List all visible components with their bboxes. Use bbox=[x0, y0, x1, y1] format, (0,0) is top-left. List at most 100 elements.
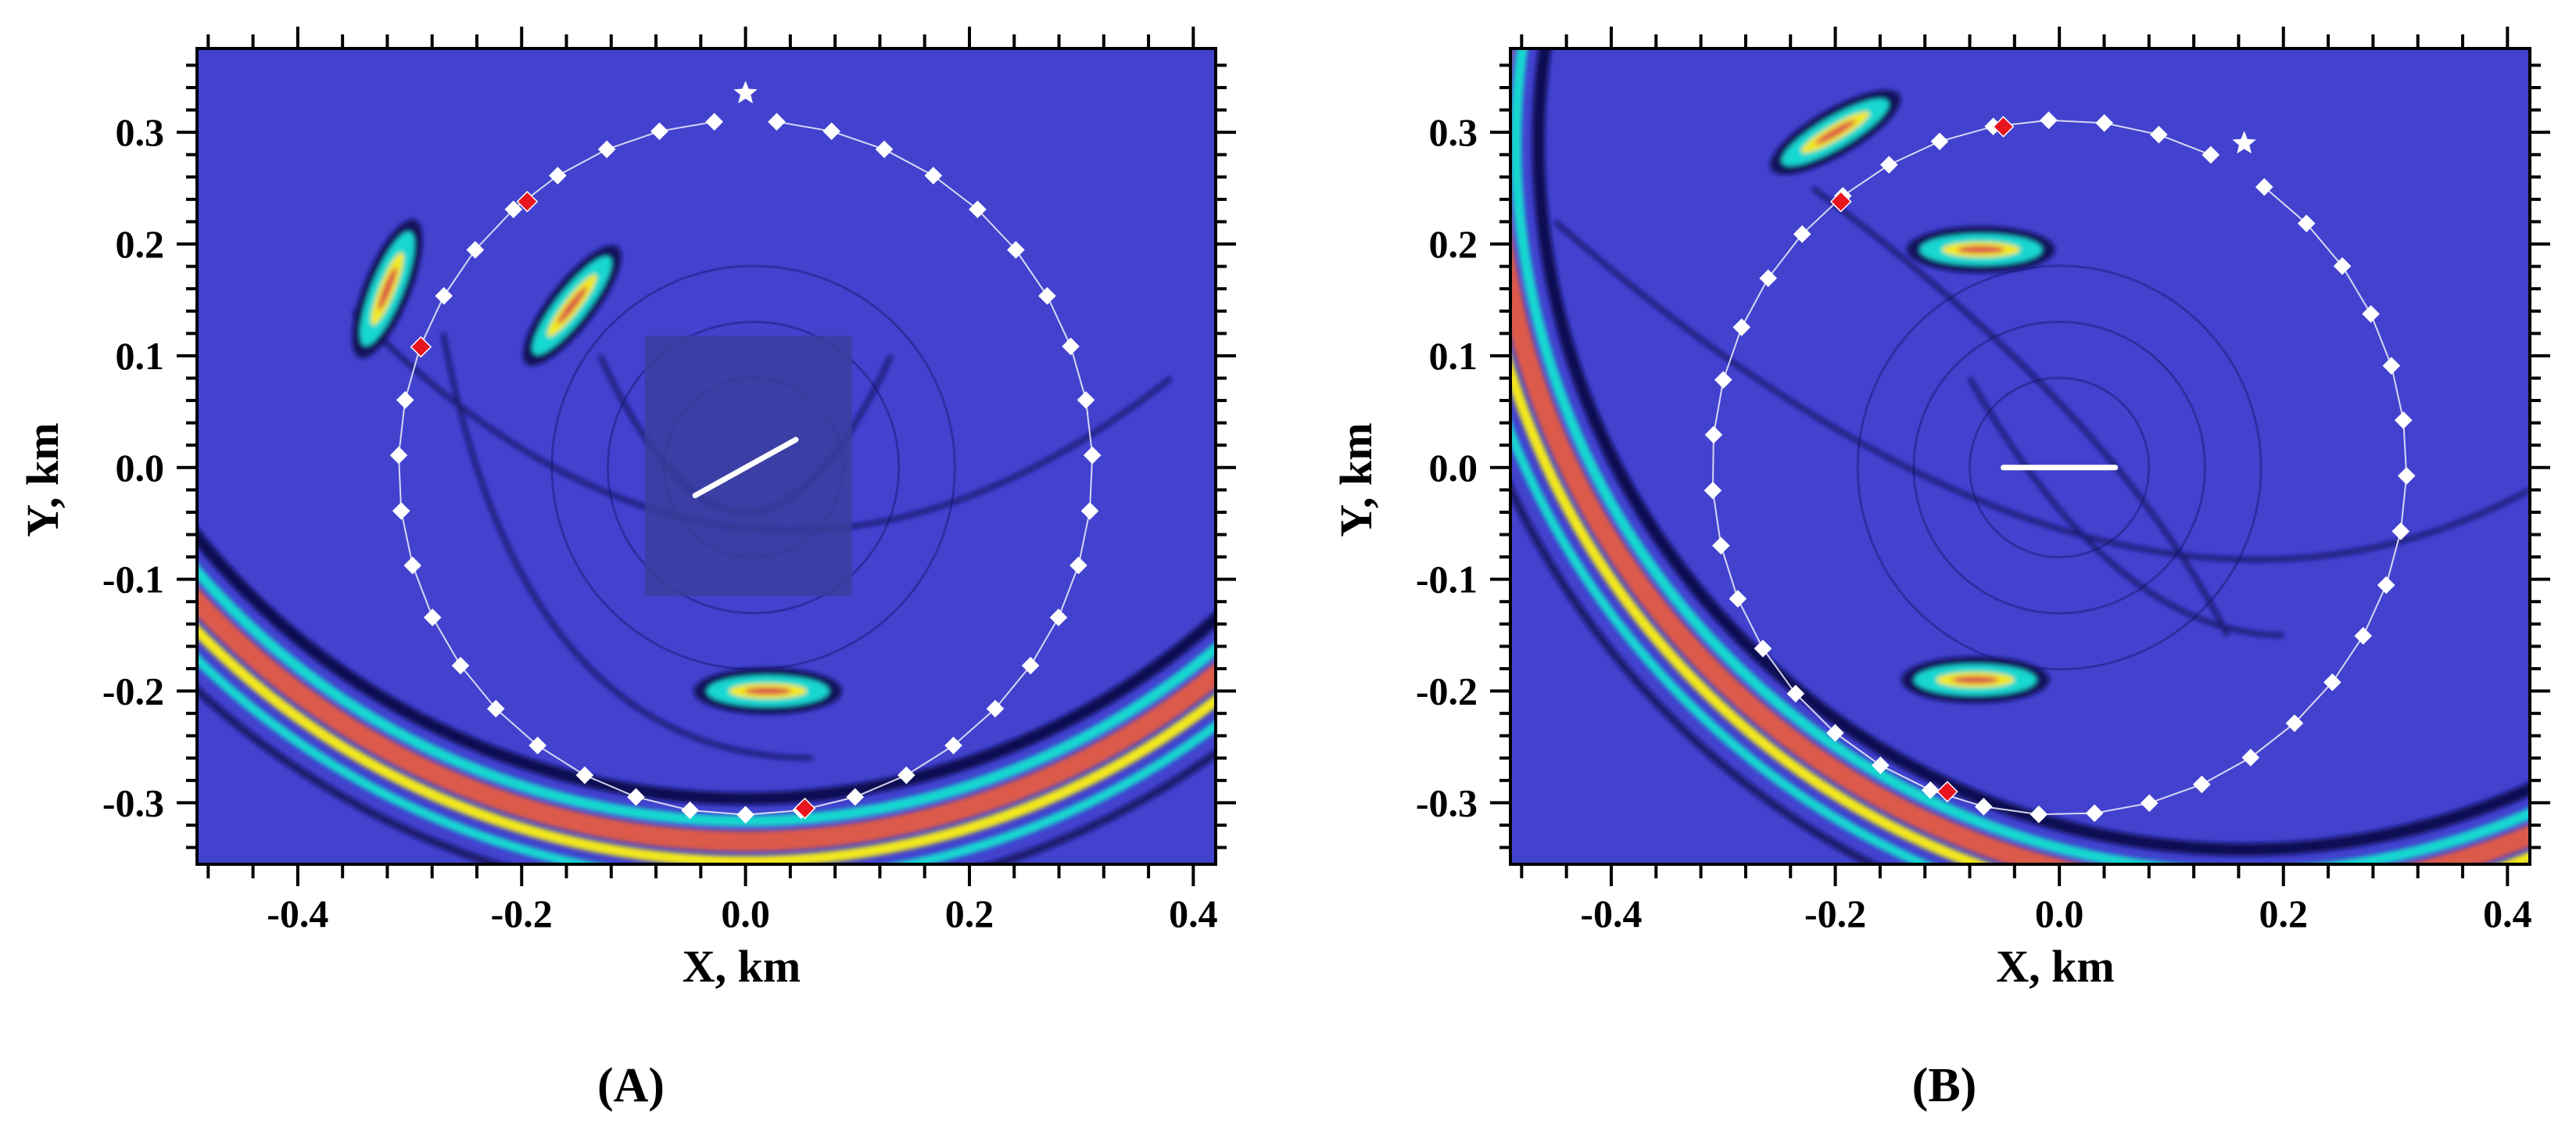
receiver-marker bbox=[1759, 269, 1778, 288]
y-tick-label: 0.3 bbox=[116, 110, 165, 154]
y-tick-label: -0.2 bbox=[1416, 670, 1478, 713]
reflected-arc bbox=[441, 332, 813, 761]
ripple-ring bbox=[1856, 264, 2263, 671]
receiver-marker-red bbox=[410, 336, 432, 358]
packet-center bbox=[744, 687, 792, 695]
x-tick-label: 0.4 bbox=[2483, 892, 2532, 935]
reflected-arc bbox=[1967, 377, 2284, 638]
receiver-marker bbox=[681, 801, 699, 820]
reflected-arc bbox=[1811, 186, 2230, 637]
ripple-ring bbox=[1912, 321, 2206, 615]
receiver-ring bbox=[1704, 111, 2416, 824]
receiver-marker bbox=[1080, 501, 1099, 520]
plot-frame bbox=[1509, 47, 2531, 866]
wavefront-band bbox=[197, 623, 1216, 864]
x-tick-label: 0.2 bbox=[945, 892, 994, 935]
plot-area bbox=[197, 81, 1216, 864]
receiver-marker bbox=[1704, 425, 1723, 444]
receiver-marker bbox=[403, 556, 422, 575]
packet-center bbox=[1815, 120, 1856, 145]
panel-b: -0.4 -0.2 0.0 0.2 0.4 -0.3 -0.2 -0.1 0.0 0.1 0.2 0.… bbox=[1331, 27, 2550, 1112]
wavefront-band bbox=[1532, 48, 2530, 856]
y-tick-label: 0.0 bbox=[1429, 446, 1478, 490]
receiver-marker bbox=[528, 736, 546, 755]
y-tick-label: 0.1 bbox=[116, 334, 165, 378]
interior-ripples bbox=[1856, 264, 2263, 671]
y-tick-label: -0.3 bbox=[1416, 781, 1478, 824]
receiver-marker bbox=[2323, 673, 2341, 691]
y-tick-label: 0.0 bbox=[116, 446, 165, 490]
source-star bbox=[2232, 131, 2256, 154]
receiver-marker bbox=[944, 736, 962, 755]
receiver-marker bbox=[2394, 411, 2413, 429]
wavefront-band bbox=[197, 586, 1216, 852]
receiver-marker bbox=[1083, 446, 1102, 465]
receiver-marker bbox=[2150, 125, 2168, 144]
receiver-marker bbox=[1021, 656, 1040, 675]
ripple-ring bbox=[606, 321, 901, 615]
y-tick-label: 0.2 bbox=[1429, 222, 1478, 266]
y-axis-label: Y, km bbox=[1331, 422, 1381, 537]
direct-wavefront bbox=[1510, 48, 2530, 864]
receiver-marker-red bbox=[794, 797, 816, 820]
wavefront-band bbox=[197, 526, 1216, 805]
receiver-marker bbox=[1062, 337, 1080, 356]
receiver-marker bbox=[2241, 748, 2260, 766]
receiver-marker bbox=[2255, 178, 2273, 196]
receiver-marker bbox=[1711, 537, 1730, 555]
receiver-marker bbox=[2297, 214, 2316, 232]
receiver-marker bbox=[2391, 522, 2410, 540]
y-tick-label: 0.1 bbox=[1429, 334, 1478, 378]
receiver-marker bbox=[2354, 626, 2373, 645]
receiver-marker bbox=[2333, 257, 2352, 275]
receiver-marker bbox=[969, 200, 987, 219]
receiver-marker bbox=[736, 806, 754, 824]
receiver-marker bbox=[575, 766, 594, 784]
receiver-marker bbox=[451, 656, 470, 675]
y-tick-label: -0.2 bbox=[102, 670, 164, 713]
x-axis-label: X, km bbox=[683, 941, 801, 992]
plot-frame bbox=[195, 47, 1217, 866]
tick-marks bbox=[177, 27, 1236, 886]
receiver-marker bbox=[2382, 357, 2401, 375]
receiver-marker bbox=[435, 287, 453, 305]
x-tick-label: 0.4 bbox=[1169, 892, 1218, 935]
source-star bbox=[733, 81, 758, 104]
packet-center bbox=[1957, 246, 2005, 254]
packet-center bbox=[378, 267, 397, 311]
receiver-marker-red bbox=[516, 190, 539, 213]
receiver-marker bbox=[466, 241, 485, 259]
x-axis-label: X, km bbox=[1996, 941, 2114, 992]
tick-marks bbox=[1490, 27, 2550, 886]
receiver-marker bbox=[1007, 241, 1025, 259]
receiver-marker bbox=[2202, 145, 2220, 164]
panel-label: (A) bbox=[597, 1059, 665, 1112]
scattered-packet bbox=[522, 245, 622, 366]
receiver-marker bbox=[1974, 798, 1993, 816]
scattered-packet bbox=[1906, 226, 2055, 274]
receiver-marker bbox=[2377, 576, 2395, 594]
receiver-marker bbox=[1793, 224, 1811, 243]
x-tick-label: 0.2 bbox=[2259, 892, 2308, 935]
receiver-marker bbox=[2030, 805, 2048, 824]
receiver-marker bbox=[1826, 723, 1844, 742]
receiver-marker bbox=[2085, 804, 2104, 823]
receiver-marker bbox=[1714, 371, 1732, 389]
receiver-marker bbox=[1077, 391, 1095, 409]
receiver-marker bbox=[486, 699, 505, 718]
receiver-marker bbox=[2193, 775, 2211, 794]
x-tick-label: -0.2 bbox=[491, 892, 553, 935]
packet-center bbox=[1951, 676, 1999, 684]
scattered-packet bbox=[1901, 656, 2050, 704]
x-tick-label: -0.4 bbox=[1580, 892, 1642, 935]
scattered-packet bbox=[1769, 90, 1901, 175]
receiver-marker bbox=[1879, 156, 1898, 174]
receiver-marker bbox=[389, 446, 408, 465]
receiver-marker bbox=[1049, 608, 1068, 626]
y-tick-label: 0.2 bbox=[116, 222, 165, 266]
scattered-packet bbox=[352, 219, 423, 358]
receiver-marker bbox=[1786, 684, 1805, 703]
reflected-arcs bbox=[1553, 186, 2530, 638]
x-tick-label: -0.2 bbox=[1804, 892, 1866, 935]
